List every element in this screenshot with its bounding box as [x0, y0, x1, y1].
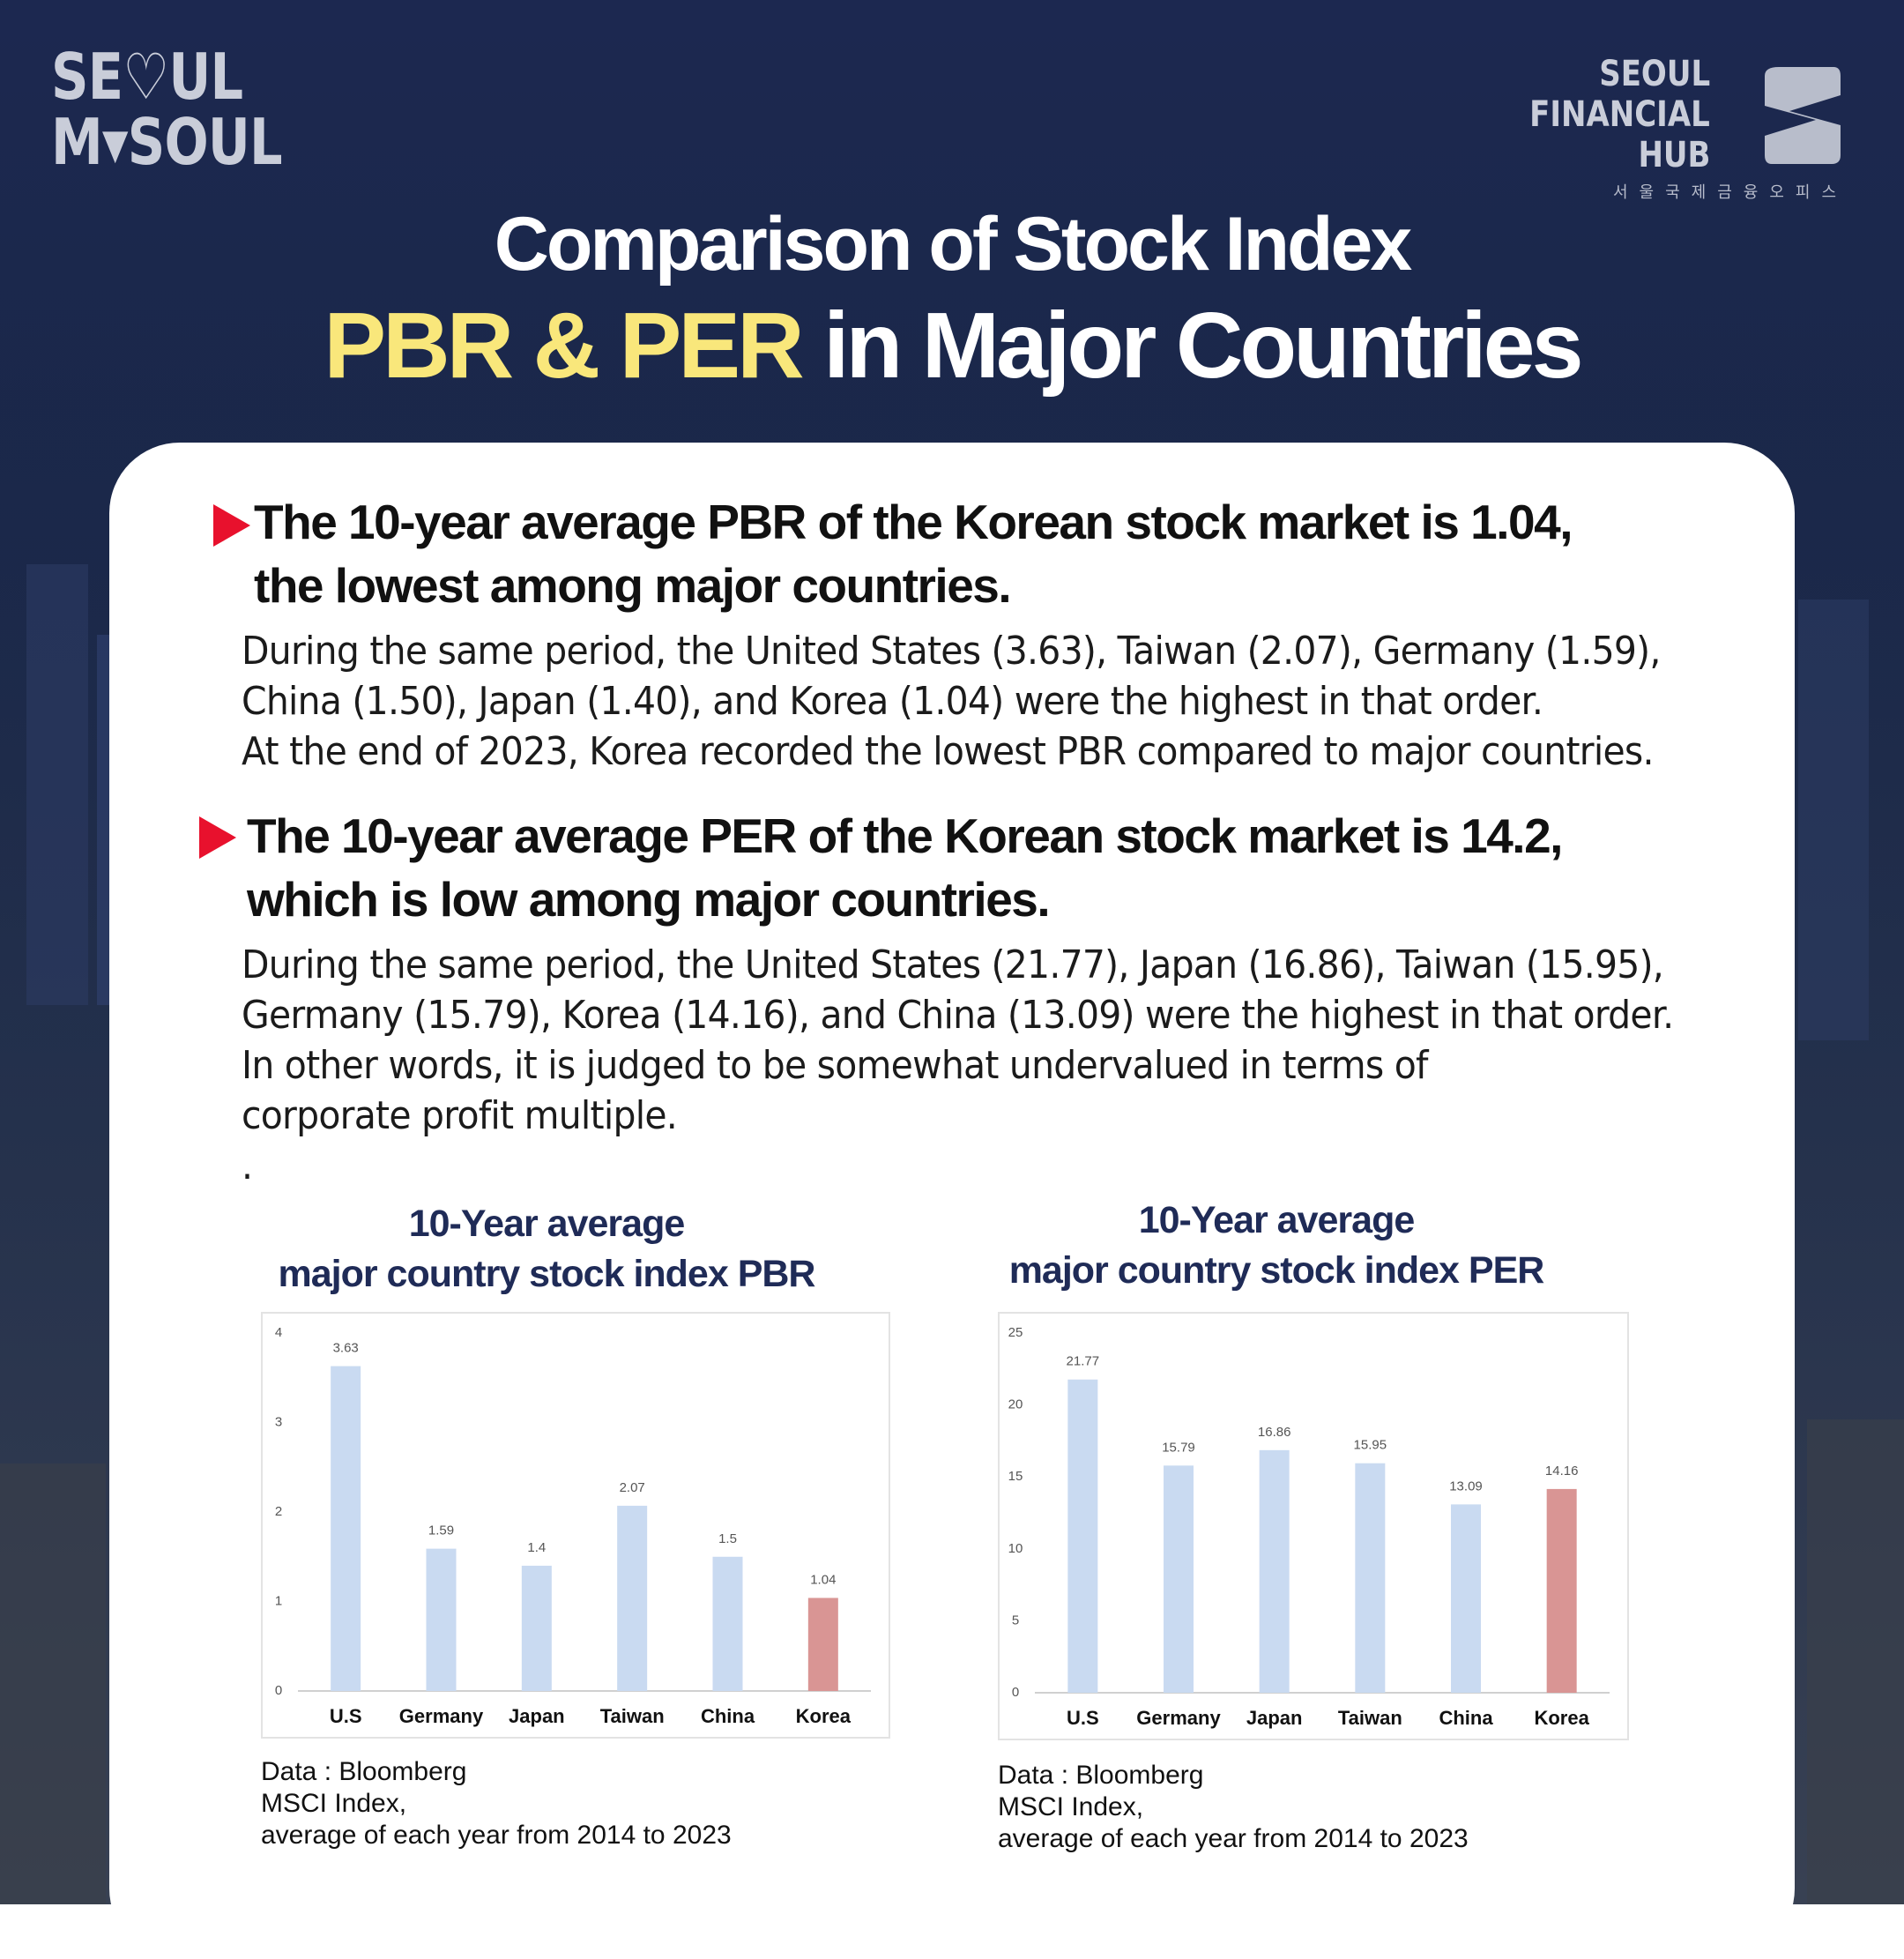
- pbr-data-label: 1.04: [810, 1572, 836, 1587]
- per-chart-title-line1: 10-Year average: [1138, 1199, 1416, 1241]
- pbr-chart: 0 1 2 3 4 3.63 U.S 1.59 Germany 1.4 Japan 2.07 Taiwa…: [261, 1312, 890, 1739]
- page-title-highlight: PBR & PER: [324, 294, 804, 398]
- pbr-chart-title-line2: major country stock index PBR: [278, 1253, 816, 1295]
- content-card: The 10-year average PBR of the Korean st…: [109, 443, 1795, 1959]
- logo-left-line1: SE♡UL: [51, 40, 243, 114]
- pbr-bar-germany: [426, 1548, 457, 1691]
- section1-body-line2: China (1.50), Japan (1.40), and Korea (1…: [242, 679, 1543, 724]
- per-chart-title-line2: major country stock index PER: [1008, 1249, 1545, 1292]
- pbr-ytick-label: 0: [275, 1683, 282, 1698]
- per-ytick-label: 25: [1008, 1325, 1023, 1340]
- pbr-source-line1: Data : Bloomberg: [261, 1757, 467, 1786]
- per-bar-japan: [1259, 1449, 1290, 1693]
- pbr-ytick-label: 4: [275, 1325, 282, 1340]
- pbr-category-label: Korea: [796, 1705, 852, 1727]
- per-category-label: China: [1439, 1707, 1493, 1729]
- per-source-line1: Data : Bloomberg: [998, 1761, 1204, 1790]
- per-bar-us: [1067, 1379, 1098, 1693]
- pbr-data-label: 1.5: [718, 1531, 737, 1546]
- per-data-label: 13.09: [1449, 1479, 1483, 1493]
- section1-body-line3: At the end of 2023, Korea recorded the l…: [242, 729, 1654, 774]
- bullet-triangle-icon: [213, 504, 250, 547]
- per-ytick-label: 5: [1012, 1613, 1019, 1628]
- per-bar-chart: 0 5 10 15 20 25 21.77 U.S 15.79 Germany 16.86 Japan…: [1008, 1325, 1610, 1729]
- pbr-bar-taiwan: [617, 1505, 648, 1691]
- per-category-label: Germany: [1136, 1707, 1221, 1729]
- section2-body: During the same period, the United State…: [242, 940, 1674, 1191]
- per-data-label: 15.95: [1354, 1438, 1387, 1453]
- section1-body: During the same period, the United State…: [242, 626, 1661, 777]
- per-bar-germany: [1164, 1465, 1194, 1693]
- s-emblem-icon: [1765, 67, 1841, 164]
- pbr-bar-japan: [521, 1565, 552, 1691]
- per-category-label: Korea: [1534, 1707, 1589, 1729]
- pbr-data-label: 1.4: [527, 1540, 546, 1555]
- pbr-bar-china: [712, 1556, 743, 1691]
- per-chart: 0 5 10 15 20 25 21.77 U.S 15.79 Germany 16.86 Japan…: [998, 1312, 1629, 1740]
- section2-heading-line1: The 10-year average PER of the Korean st…: [247, 808, 1563, 863]
- pbr-chart-title: 10-Year average major country stock inde…: [264, 1199, 829, 1300]
- pbr-category-label: Japan: [509, 1705, 565, 1727]
- per-bar-china: [1451, 1504, 1481, 1693]
- pbr-bar-korea: [807, 1598, 838, 1691]
- pbr-ytick-label: 3: [275, 1415, 282, 1430]
- section2-body-line2: Germany (15.79), Korea (14.16), and Chin…: [242, 993, 1674, 1038]
- pbr-chart-title-line1: 10-Year average: [408, 1203, 686, 1245]
- per-bar-taiwan: [1355, 1463, 1386, 1693]
- per-ytick-label: 20: [1008, 1397, 1023, 1412]
- pbr-source-line3: average of each year from 2014 to 2023: [261, 1821, 732, 1850]
- per-ytick-label: 15: [1008, 1469, 1023, 1484]
- pbr-chart-source: Data : Bloomberg MSCI Index, average of …: [261, 1756, 732, 1851]
- section1-heading-line2: the lowest among major countries.: [254, 558, 1012, 613]
- section1-heading: The 10-year average PBR of the Korean st…: [254, 490, 1573, 617]
- section2-body-line3: In other words, it is judged to be somew…: [242, 1043, 1428, 1088]
- pbr-bar-us: [331, 1366, 361, 1691]
- section2-body-line1: During the same period, the United State…: [242, 942, 1664, 987]
- per-data-label: 15.79: [1162, 1440, 1195, 1455]
- seoul-my-soul-logo: SE♡UL M▾SOUL: [51, 40, 283, 179]
- logo-left-line2: M▾SOUL: [51, 105, 283, 179]
- pbr-category-label: China: [701, 1705, 755, 1727]
- logo-right-line3: HUB: [1638, 135, 1710, 175]
- per-data-label: 14.16: [1545, 1464, 1579, 1479]
- logo-right-korean-subtitle: 서울국제금융오피스: [1613, 183, 1848, 201]
- section2-heading: The 10-year average PER of the Korean st…: [247, 804, 1563, 931]
- per-ytick-label: 0: [1012, 1685, 1019, 1700]
- pbr-data-label: 1.59: [428, 1523, 454, 1538]
- page-title-line1: Comparison of Stock Index: [494, 202, 1412, 287]
- logo-right-line2: FINANCIAL: [1529, 94, 1710, 135]
- seoul-financial-hub-logo: SEOUL FINANCIAL HUB 서울국제금융오피스: [1529, 54, 1851, 205]
- per-category-label: U.S: [1067, 1707, 1099, 1729]
- section1-heading-line1: The 10-year average PBR of the Korean st…: [254, 495, 1573, 549]
- pbr-ytick-label: 2: [275, 1504, 282, 1519]
- per-data-label: 21.77: [1067, 1354, 1100, 1369]
- pbr-bar-chart: 0 1 2 3 4 3.63 U.S 1.59 Germany 1.4 Japan 2.07 Taiwa…: [275, 1325, 871, 1727]
- per-source-line3: average of each year from 2014 to 2023: [998, 1824, 1469, 1853]
- per-ytick-label: 10: [1008, 1541, 1023, 1556]
- section2-body-line5: .: [242, 1143, 253, 1188]
- page-title-line2: PBR & PER in Major Countries: [0, 293, 1904, 399]
- pbr-data-label: 3.63: [333, 1341, 359, 1356]
- per-source-line2: MSCI Index,: [998, 1792, 1144, 1821]
- section1-body-line1: During the same period, the United State…: [242, 629, 1661, 674]
- pbr-category-label: Taiwan: [600, 1705, 665, 1727]
- pbr-category-label: U.S: [330, 1705, 362, 1727]
- pbr-ytick-label: 1: [275, 1594, 282, 1609]
- pbr-data-label: 2.07: [620, 1480, 645, 1495]
- section2-heading-line2: which is low among major countries.: [247, 872, 1051, 927]
- per-category-label: Japan: [1246, 1707, 1303, 1729]
- per-chart-title: 10-Year average major country stock inde…: [994, 1196, 1558, 1296]
- logo-right-line1: SEOUL: [1599, 54, 1710, 94]
- per-chart-source: Data : Bloomberg MSCI Index, average of …: [998, 1760, 1469, 1855]
- per-data-label: 16.86: [1258, 1425, 1291, 1440]
- per-bar-korea: [1546, 1488, 1577, 1693]
- per-category-label: Taiwan: [1338, 1707, 1402, 1729]
- section2-body-line4: corporate profit multiple.: [242, 1093, 678, 1138]
- pbr-source-line2: MSCI Index,: [261, 1789, 407, 1818]
- bullet-triangle-icon: [199, 816, 236, 859]
- pbr-category-label: Germany: [399, 1705, 484, 1727]
- page-title-rest: in Major Countries: [800, 294, 1584, 398]
